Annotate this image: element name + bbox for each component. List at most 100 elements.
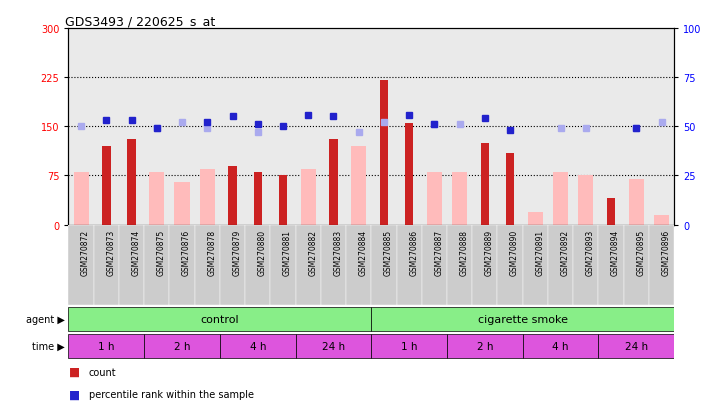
Text: GSM270879: GSM270879 bbox=[232, 229, 242, 275]
Text: value, Detection Call = ABSENT: value, Detection Call = ABSENT bbox=[89, 412, 244, 413]
Bar bbox=[68, 335, 144, 358]
Bar bbox=[220, 335, 296, 358]
Text: 24 h: 24 h bbox=[322, 341, 345, 351]
Bar bbox=[279, 176, 287, 225]
Bar bbox=[94, 225, 119, 306]
Text: GSM270883: GSM270883 bbox=[333, 229, 342, 275]
Bar bbox=[371, 335, 447, 358]
Text: GSM270892: GSM270892 bbox=[561, 229, 570, 275]
Bar bbox=[573, 29, 598, 225]
Bar bbox=[254, 173, 262, 225]
Text: GSM270890: GSM270890 bbox=[510, 229, 519, 275]
Bar bbox=[553, 173, 568, 225]
Text: GSM270887: GSM270887 bbox=[434, 229, 443, 275]
Bar bbox=[195, 29, 220, 225]
Bar bbox=[629, 179, 644, 225]
Bar bbox=[380, 81, 388, 225]
Bar bbox=[523, 335, 598, 358]
Bar bbox=[174, 183, 190, 225]
Bar bbox=[144, 225, 169, 306]
Bar bbox=[94, 29, 119, 225]
Bar bbox=[447, 335, 523, 358]
Bar bbox=[422, 225, 447, 306]
Bar bbox=[447, 225, 472, 306]
Bar bbox=[144, 29, 169, 225]
Bar bbox=[497, 225, 523, 306]
Bar bbox=[68, 29, 94, 225]
Bar bbox=[506, 153, 514, 225]
Text: GSM270872: GSM270872 bbox=[81, 229, 90, 275]
Bar bbox=[68, 225, 94, 306]
Bar bbox=[578, 176, 593, 225]
Bar bbox=[607, 199, 615, 225]
Bar bbox=[472, 29, 497, 225]
Bar bbox=[422, 29, 447, 225]
Bar bbox=[119, 29, 144, 225]
Text: 4 h: 4 h bbox=[249, 341, 266, 351]
Bar bbox=[624, 225, 649, 306]
Bar bbox=[329, 140, 337, 225]
Bar bbox=[497, 29, 523, 225]
Text: 2 h: 2 h bbox=[174, 341, 190, 351]
Bar bbox=[296, 225, 321, 306]
Bar bbox=[472, 225, 497, 306]
Bar bbox=[245, 225, 270, 306]
Text: 4 h: 4 h bbox=[552, 341, 569, 351]
Bar bbox=[169, 29, 195, 225]
Text: ■: ■ bbox=[68, 388, 79, 401]
Bar bbox=[523, 29, 548, 225]
Bar bbox=[102, 147, 110, 225]
Bar bbox=[523, 225, 548, 306]
Bar bbox=[128, 140, 136, 225]
Bar bbox=[144, 335, 220, 358]
Bar bbox=[481, 143, 489, 225]
Bar bbox=[296, 335, 371, 358]
Bar bbox=[573, 225, 598, 306]
Bar bbox=[598, 29, 624, 225]
Bar bbox=[427, 173, 442, 225]
Text: time ▶: time ▶ bbox=[32, 341, 65, 351]
Text: agent ▶: agent ▶ bbox=[26, 314, 65, 324]
Bar bbox=[169, 225, 195, 306]
Text: GSM270880: GSM270880 bbox=[258, 229, 267, 275]
Bar bbox=[447, 29, 472, 225]
Bar bbox=[346, 225, 371, 306]
Text: GSM270874: GSM270874 bbox=[132, 229, 141, 275]
Bar bbox=[200, 169, 215, 225]
Bar bbox=[68, 308, 371, 331]
Text: GSM270881: GSM270881 bbox=[283, 229, 292, 275]
Bar bbox=[371, 29, 397, 225]
Text: cigarette smoke: cigarette smoke bbox=[478, 314, 567, 325]
Text: control: control bbox=[200, 314, 239, 325]
Text: percentile rank within the sample: percentile rank within the sample bbox=[89, 389, 254, 399]
Bar bbox=[220, 29, 245, 225]
Bar bbox=[452, 173, 467, 225]
Text: GSM270888: GSM270888 bbox=[460, 229, 469, 275]
Bar bbox=[654, 215, 669, 225]
Bar bbox=[548, 225, 573, 306]
Text: ■: ■ bbox=[68, 411, 79, 413]
Bar bbox=[245, 29, 270, 225]
Bar bbox=[371, 225, 397, 306]
Text: GDS3493 / 220625_s_at: GDS3493 / 220625_s_at bbox=[66, 15, 216, 28]
Bar bbox=[119, 225, 144, 306]
Bar bbox=[220, 225, 245, 306]
Bar bbox=[598, 225, 624, 306]
Text: GSM270896: GSM270896 bbox=[661, 229, 671, 275]
Text: GSM270889: GSM270889 bbox=[485, 229, 494, 275]
Bar bbox=[624, 29, 649, 225]
Text: 1 h: 1 h bbox=[98, 341, 115, 351]
Bar bbox=[649, 29, 674, 225]
Bar bbox=[371, 308, 674, 331]
Bar bbox=[397, 225, 422, 306]
Bar bbox=[397, 29, 422, 225]
Text: GSM270893: GSM270893 bbox=[585, 229, 595, 275]
Text: 1 h: 1 h bbox=[401, 341, 417, 351]
Bar bbox=[301, 169, 316, 225]
Bar bbox=[598, 335, 674, 358]
Bar bbox=[346, 29, 371, 225]
Bar bbox=[649, 225, 674, 306]
Bar bbox=[321, 225, 346, 306]
Text: GSM270884: GSM270884 bbox=[359, 229, 368, 275]
Text: GSM270876: GSM270876 bbox=[182, 229, 191, 275]
